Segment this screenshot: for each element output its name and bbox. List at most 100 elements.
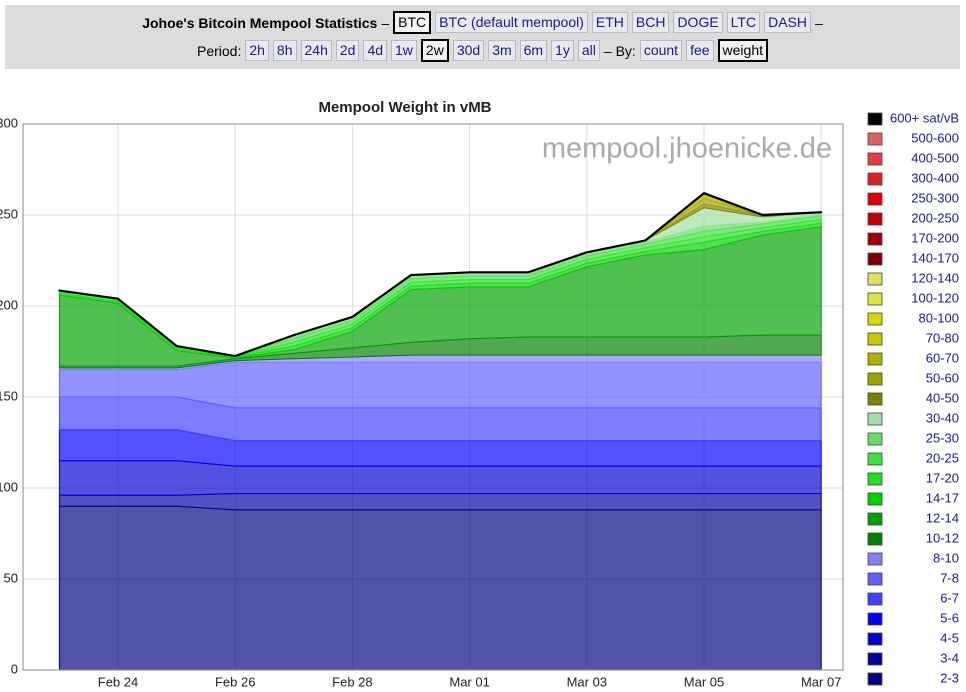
coin-button[interactable]: LTC — [726, 12, 761, 33]
x-tick-label: Mar 01 — [449, 674, 489, 689]
y-tick-label: 50 — [4, 570, 18, 585]
separator: – — [815, 14, 823, 31]
chart-title: Mempool Weight in vMB — [318, 99, 491, 116]
legend-label: 250-300 — [911, 190, 959, 205]
legend-label: 120-140 — [911, 270, 959, 285]
legend-swatch — [867, 512, 883, 526]
legend-swatch — [867, 272, 883, 286]
legend-swatch — [867, 332, 883, 346]
period-button[interactable]: 8h — [272, 40, 297, 61]
legend-swatch — [867, 412, 883, 426]
legend-swatch — [867, 172, 883, 186]
legend-swatch — [867, 292, 883, 306]
legend-label: 10-12 — [926, 530, 959, 545]
legend-swatch — [867, 112, 883, 126]
legend-swatch — [867, 432, 883, 446]
period-button[interactable]: 2w — [420, 39, 449, 62]
legend-label: 5-6 — [940, 610, 959, 625]
y-tick-label: 100 — [0, 479, 18, 494]
legend-label: 14-17 — [926, 490, 959, 505]
legend-label: 300-400 — [911, 170, 959, 185]
legend-swatch — [867, 232, 883, 246]
y-tick-label: 200 — [0, 297, 18, 312]
period-button[interactable]: all — [577, 40, 600, 61]
legend-swatch — [867, 452, 883, 466]
legend-label: 70-80 — [926, 330, 959, 345]
legend-swatch — [867, 652, 883, 666]
y-tick-label: 250 — [0, 206, 18, 221]
legend-swatch — [867, 312, 883, 326]
legend-swatch — [867, 572, 883, 586]
legend-label: 4-5 — [940, 630, 959, 645]
legend-label: 6-7 — [940, 590, 959, 605]
plot-border — [22, 123, 844, 671]
site-title: Johoe's Bitcoin Mempool Statistics — [142, 14, 378, 31]
coin-button[interactable]: BTC — [393, 11, 432, 34]
coin-button[interactable]: BCH — [631, 12, 670, 33]
legend-swatch — [867, 372, 883, 386]
legend-label: 30-40 — [926, 410, 959, 425]
legend-swatch — [867, 672, 883, 686]
legend-label: 50-60 — [926, 370, 959, 385]
legend-label: 17-20 — [926, 470, 959, 485]
legend-label: 12-14 — [926, 510, 959, 525]
legend-label: 100-120 — [911, 290, 959, 305]
legend-label: 200-250 — [911, 210, 959, 225]
mode-button[interactable]: fee — [686, 40, 714, 61]
period-button[interactable]: 1w — [391, 40, 417, 61]
watermark: mempool.jhoenicke.de — [542, 133, 832, 165]
legend-swatch — [867, 192, 883, 206]
period-button[interactable]: 2d — [335, 40, 360, 61]
legend-label: 500-600 — [911, 130, 959, 145]
legend-swatch — [867, 552, 883, 566]
area-layer — [58, 192, 823, 358]
coin-button[interactable]: ETH — [591, 12, 628, 33]
period-button[interactable]: 1y — [551, 40, 574, 61]
coin-button[interactable]: BTC (default mempool) — [435, 12, 588, 33]
legend-label: 170-200 — [911, 230, 959, 245]
y-tick-label: 300 — [0, 115, 18, 130]
period-button[interactable]: 2h — [245, 40, 269, 61]
by-label: – By: — [603, 42, 636, 59]
site-row: Johoe's Bitcoin Mempool Statistics – BTC BT… — [5, 11, 960, 34]
period-button[interactable]: 3m — [488, 40, 516, 61]
legend-swatch — [867, 592, 883, 606]
legend-label: 25-30 — [926, 430, 959, 445]
legend-label: 60-70 — [926, 350, 959, 365]
legend-label: 2-3 — [940, 670, 959, 685]
period-button[interactable]: 24h — [300, 40, 332, 61]
mode-button[interactable]: count — [639, 40, 683, 61]
legend-label: 7-8 — [940, 570, 959, 585]
legend-label: 40-50 — [926, 390, 959, 405]
legend-label: 20-25 — [926, 450, 959, 465]
y-tick-label: 0 — [11, 661, 18, 676]
legend-label: 3-4 — [940, 650, 959, 665]
legend-swatch — [867, 152, 883, 166]
period-button[interactable]: 6m — [519, 40, 548, 61]
legend-swatch — [867, 532, 883, 546]
legend-swatch — [867, 612, 883, 626]
legend-swatch — [867, 492, 883, 506]
legend-swatch — [867, 212, 883, 226]
legend-swatch — [867, 632, 883, 646]
header: Johoe's Bitcoin Mempool Statistics – BTC BT… — [5, 5, 960, 69]
x-tick-label: Feb 24 — [98, 674, 138, 689]
mode-button[interactable]: weight — [717, 39, 768, 62]
x-tick-label: Mar 05 — [684, 674, 724, 689]
x-tick-label: Feb 26 — [215, 674, 255, 689]
area-layer — [58, 505, 822, 671]
coin-button[interactable]: DOGE — [673, 12, 723, 33]
legend-swatch — [867, 392, 883, 406]
x-tick-label: Mar 07 — [801, 674, 841, 689]
period-button[interactable]: 4d — [363, 40, 388, 61]
coin-button[interactable]: DASH — [764, 12, 811, 33]
legend-label: 600+ sat/vB — [890, 110, 959, 125]
period-button[interactable]: 30d — [452, 40, 485, 61]
legend-swatch — [867, 472, 883, 486]
legend-swatch — [867, 352, 883, 366]
legend-label: 8-10 — [933, 550, 959, 565]
option-row: Period: 2h 8h 24h 2d 4d 1w 2w 30d 3m 6m 1y all – By: c… — [5, 39, 960, 62]
legend-swatch — [867, 132, 883, 146]
period-label: Period: — [196, 42, 242, 59]
